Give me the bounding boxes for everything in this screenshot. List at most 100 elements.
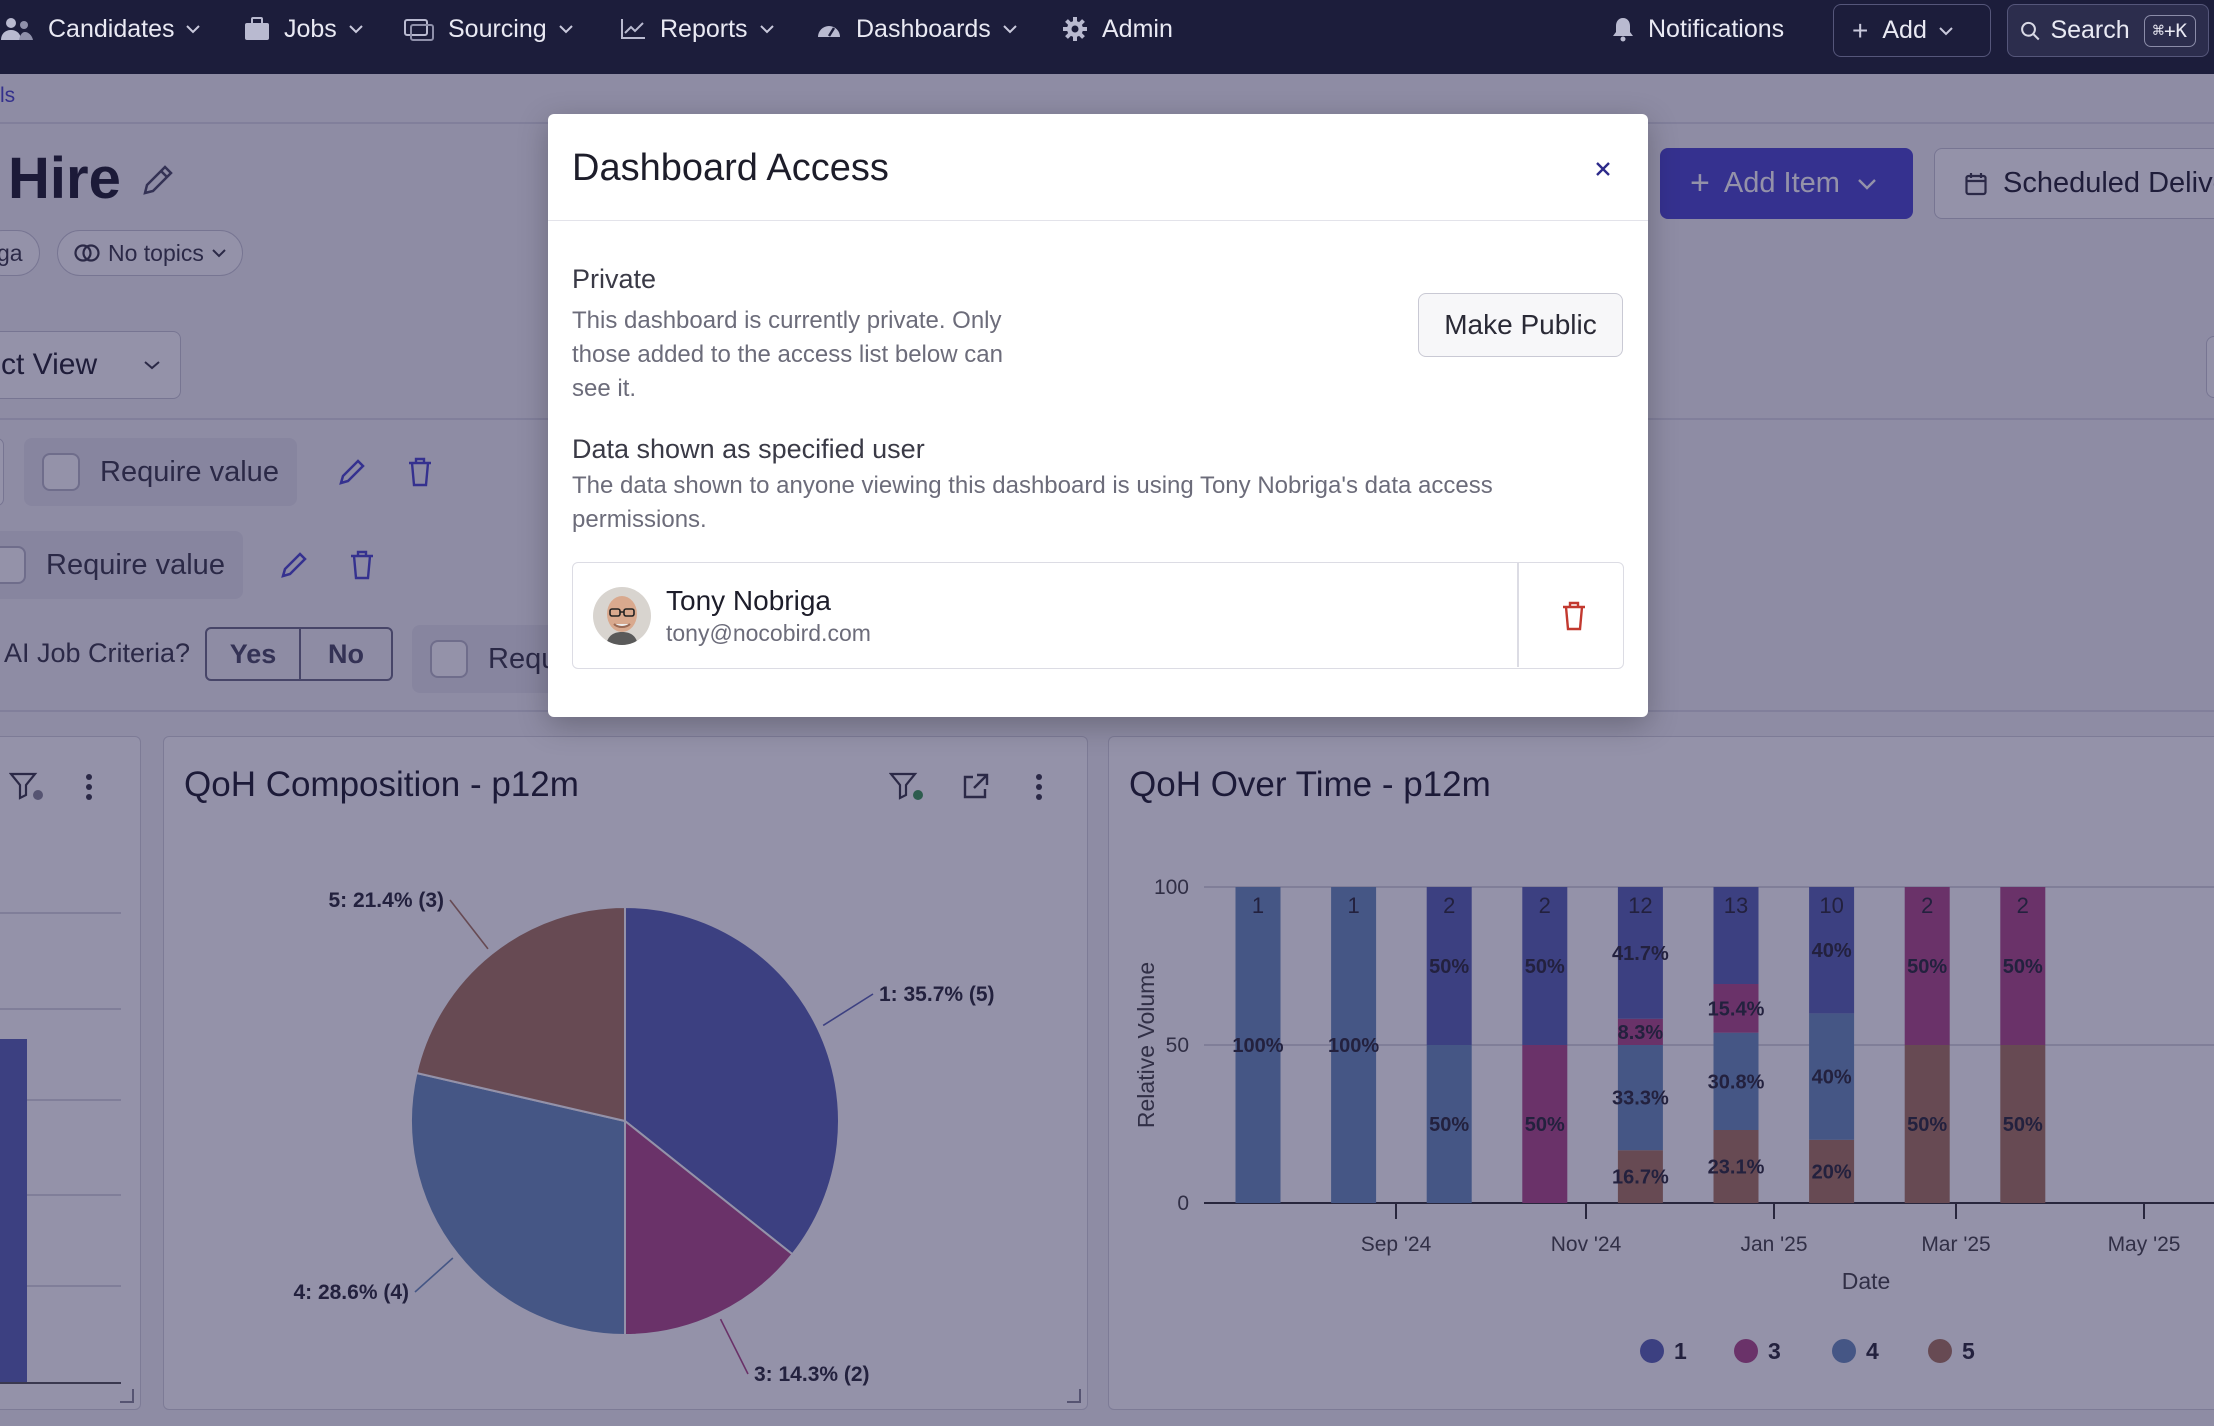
require-value-label: Require value — [100, 455, 279, 488]
divider — [1517, 563, 1519, 667]
page-title: Hire — [8, 146, 121, 211]
user-email: tony@nocobird.com — [666, 620, 871, 646]
private-description-line: see it. — [572, 375, 637, 402]
chevron-down-icon — [349, 25, 363, 34]
require-value-label: Require value — [46, 548, 225, 581]
x-tick-label: Jan '25 — [1740, 1233, 1807, 1256]
owner-chip-label: ga — [0, 239, 23, 266]
resize-handle[interactable] — [120, 1389, 134, 1403]
close-button[interactable] — [1586, 152, 1620, 186]
filter-icon[interactable] — [889, 771, 923, 803]
axis-line — [0, 1382, 121, 1384]
bar-segment — [1617, 1045, 1663, 1151]
external-link-icon[interactable] — [961, 773, 989, 801]
data-user-description: The data shown to anyone viewing this da… — [572, 469, 1493, 537]
require-value-checkbox[interactable] — [430, 640, 468, 678]
pencil-icon[interactable] — [279, 550, 309, 580]
bar-segment — [2000, 887, 2046, 1045]
nav-sourcing[interactable]: Sourcing — [404, 0, 573, 58]
view-select[interactable]: ct View — [0, 331, 181, 399]
user-name: Tony Nobriga — [666, 585, 831, 616]
gridline — [0, 1285, 121, 1287]
x-tick-label: Nov '24 — [1551, 1233, 1622, 1256]
trash-icon[interactable] — [1561, 601, 1587, 631]
qoh-over-time-card: QoH Over Time - p12m 0 50 100 Relative Volu… — [1108, 736, 2214, 1410]
gauge-icon — [818, 26, 840, 37]
trash-icon[interactable] — [349, 550, 375, 580]
bar-total-label: 2 — [2017, 893, 2029, 918]
notifications-label: Notifications — [1648, 14, 1785, 43]
search-label: Search — [2050, 16, 2130, 44]
legend-swatch — [1640, 1339, 1664, 1363]
bar-segment-label: 50% — [1525, 956, 1565, 978]
require-value-toggle[interactable]: Require value — [24, 438, 297, 506]
top-navigation: Candidates Jobs Sourcing Reports Dashboa… — [0, 0, 2214, 74]
breadcrumb[interactable]: ls — [0, 84, 16, 107]
pie-slice — [415, 905, 626, 1123]
view-select-value: ct View — [1, 348, 98, 381]
bar-segment-label: 33.3% — [1612, 1088, 1669, 1110]
add-item-button[interactable]: + Add Item — [1660, 148, 1913, 219]
legend-label: 5 — [1962, 1338, 1975, 1364]
bar-segment — [1426, 887, 1472, 1045]
more-icon[interactable] — [85, 773, 93, 801]
bar-segment-label: 30.8% — [1708, 1071, 1765, 1093]
bar-total-label: 10 — [1819, 893, 1843, 918]
yes-option[interactable]: Yes — [229, 638, 277, 669]
leader-line — [449, 899, 489, 950]
nav-admin-label: Admin — [1102, 14, 1173, 43]
pencil-icon[interactable] — [337, 457, 367, 487]
bar-segment-label: 20% — [1812, 1161, 1852, 1183]
data-user-label: Data shown as specified user — [572, 434, 925, 464]
bar-segment-label: 100% — [1232, 1035, 1283, 1057]
leader-line — [719, 1318, 749, 1375]
filter-icon[interactable] — [9, 771, 43, 803]
x-tick-label: Sep '24 — [1361, 1233, 1432, 1256]
make-public-button[interactable]: Make Public — [1418, 293, 1623, 357]
pencil-icon[interactable] — [140, 162, 176, 198]
bell-icon — [1613, 18, 1633, 42]
bar-segment-label: 50% — [1429, 956, 1469, 978]
nav-reports[interactable]: Reports — [620, 0, 774, 58]
trash-icon[interactable] — [407, 457, 433, 487]
nav-sourcing-label: Sourcing — [448, 14, 547, 43]
require-value-toggle[interactable]: Require value — [0, 531, 243, 599]
nav-admin[interactable]: Admin — [1062, 0, 1173, 58]
bar — [0, 1039, 27, 1382]
sourcing-icon — [404, 19, 434, 41]
nav-candidates[interactable]: Candidates — [0, 0, 201, 58]
bar-total-label: 12 — [1628, 893, 1652, 918]
ai-criteria-toggle[interactable]: Yes No — [205, 627, 393, 681]
calendar-icon — [1965, 172, 1987, 195]
owner-chip[interactable]: ga — [0, 230, 40, 276]
qoh-composition-card: QoH Composition - p12m 1: 35.7% (5) 3: 14… — [163, 736, 1088, 1410]
chevron-down-icon — [759, 25, 774, 34]
search-button[interactable]: Search ⌘+K — [2007, 4, 2209, 57]
modal-header: Dashboard Access — [548, 114, 1648, 221]
nav-dashboards[interactable]: Dashboards — [816, 0, 1017, 58]
require-value-checkbox[interactable] — [0, 546, 26, 584]
require-value-checkbox[interactable] — [42, 453, 80, 491]
add-button[interactable]: + Add — [1833, 4, 1991, 57]
gridline — [0, 1099, 121, 1101]
bar-total-label: 2 — [1539, 893, 1551, 918]
bar-segment — [1522, 887, 1568, 1045]
no-option[interactable]: No — [299, 629, 391, 679]
notifications-link[interactable]: Notifications — [1612, 0, 1784, 58]
gear-icon — [1063, 17, 1087, 41]
scheduled-delivery-button[interactable]: Scheduled Delive — [1934, 148, 2214, 219]
nav-reports-label: Reports — [660, 14, 748, 43]
bar-segment-label: 23.1% — [1708, 1157, 1765, 1179]
resize-handle[interactable] — [1067, 1389, 1081, 1403]
pie-slice — [624, 1118, 794, 1337]
pie-slice — [410, 1071, 626, 1337]
nav-jobs[interactable]: Jobs — [244, 0, 363, 58]
modal-title: Dashboard Access — [572, 147, 889, 189]
nav-jobs-label: Jobs — [284, 14, 337, 43]
pie-label: 3: 14.3% (2) — [754, 1363, 870, 1386]
gridline — [0, 912, 121, 914]
more-icon[interactable] — [1035, 773, 1043, 801]
topics-chip[interactable]: No topics — [57, 230, 243, 276]
y-tick-label: 50 — [1166, 1034, 1189, 1057]
private-description-line: those added to the access list below can — [572, 341, 1003, 368]
